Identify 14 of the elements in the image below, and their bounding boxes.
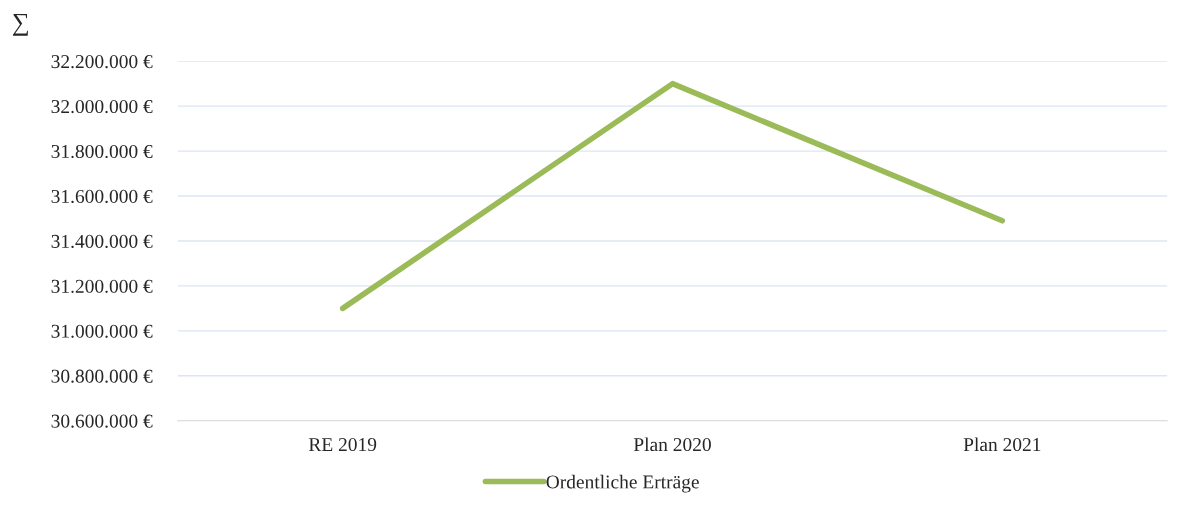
y-tick-label: 31.600.000 € bbox=[51, 189, 153, 204]
y-tick-label: 32.000.000 € bbox=[51, 99, 153, 114]
legend-label: Ordentliche Erträge bbox=[546, 474, 699, 493]
y-axis-title: ∑ bbox=[12, 14, 28, 36]
y-tick-label: 31.200.000 € bbox=[51, 279, 153, 293]
x-tick-label: Plan 2020 bbox=[633, 437, 711, 452]
x-tick-label: RE 2019 bbox=[308, 437, 377, 452]
y-tick-label: 31.800.000 € bbox=[51, 144, 153, 159]
y-tick-label: 31.400.000 € bbox=[51, 234, 153, 248]
y-tick-label: 30.600.000 € bbox=[51, 414, 153, 428]
y-tick-label: 32.200.000 € bbox=[51, 55, 153, 69]
y-tick-label: 31.000.000 € bbox=[51, 324, 153, 338]
x-tick-label: Plan 2021 bbox=[963, 437, 1041, 452]
y-tick-label: 30.800.000 € bbox=[51, 369, 153, 383]
